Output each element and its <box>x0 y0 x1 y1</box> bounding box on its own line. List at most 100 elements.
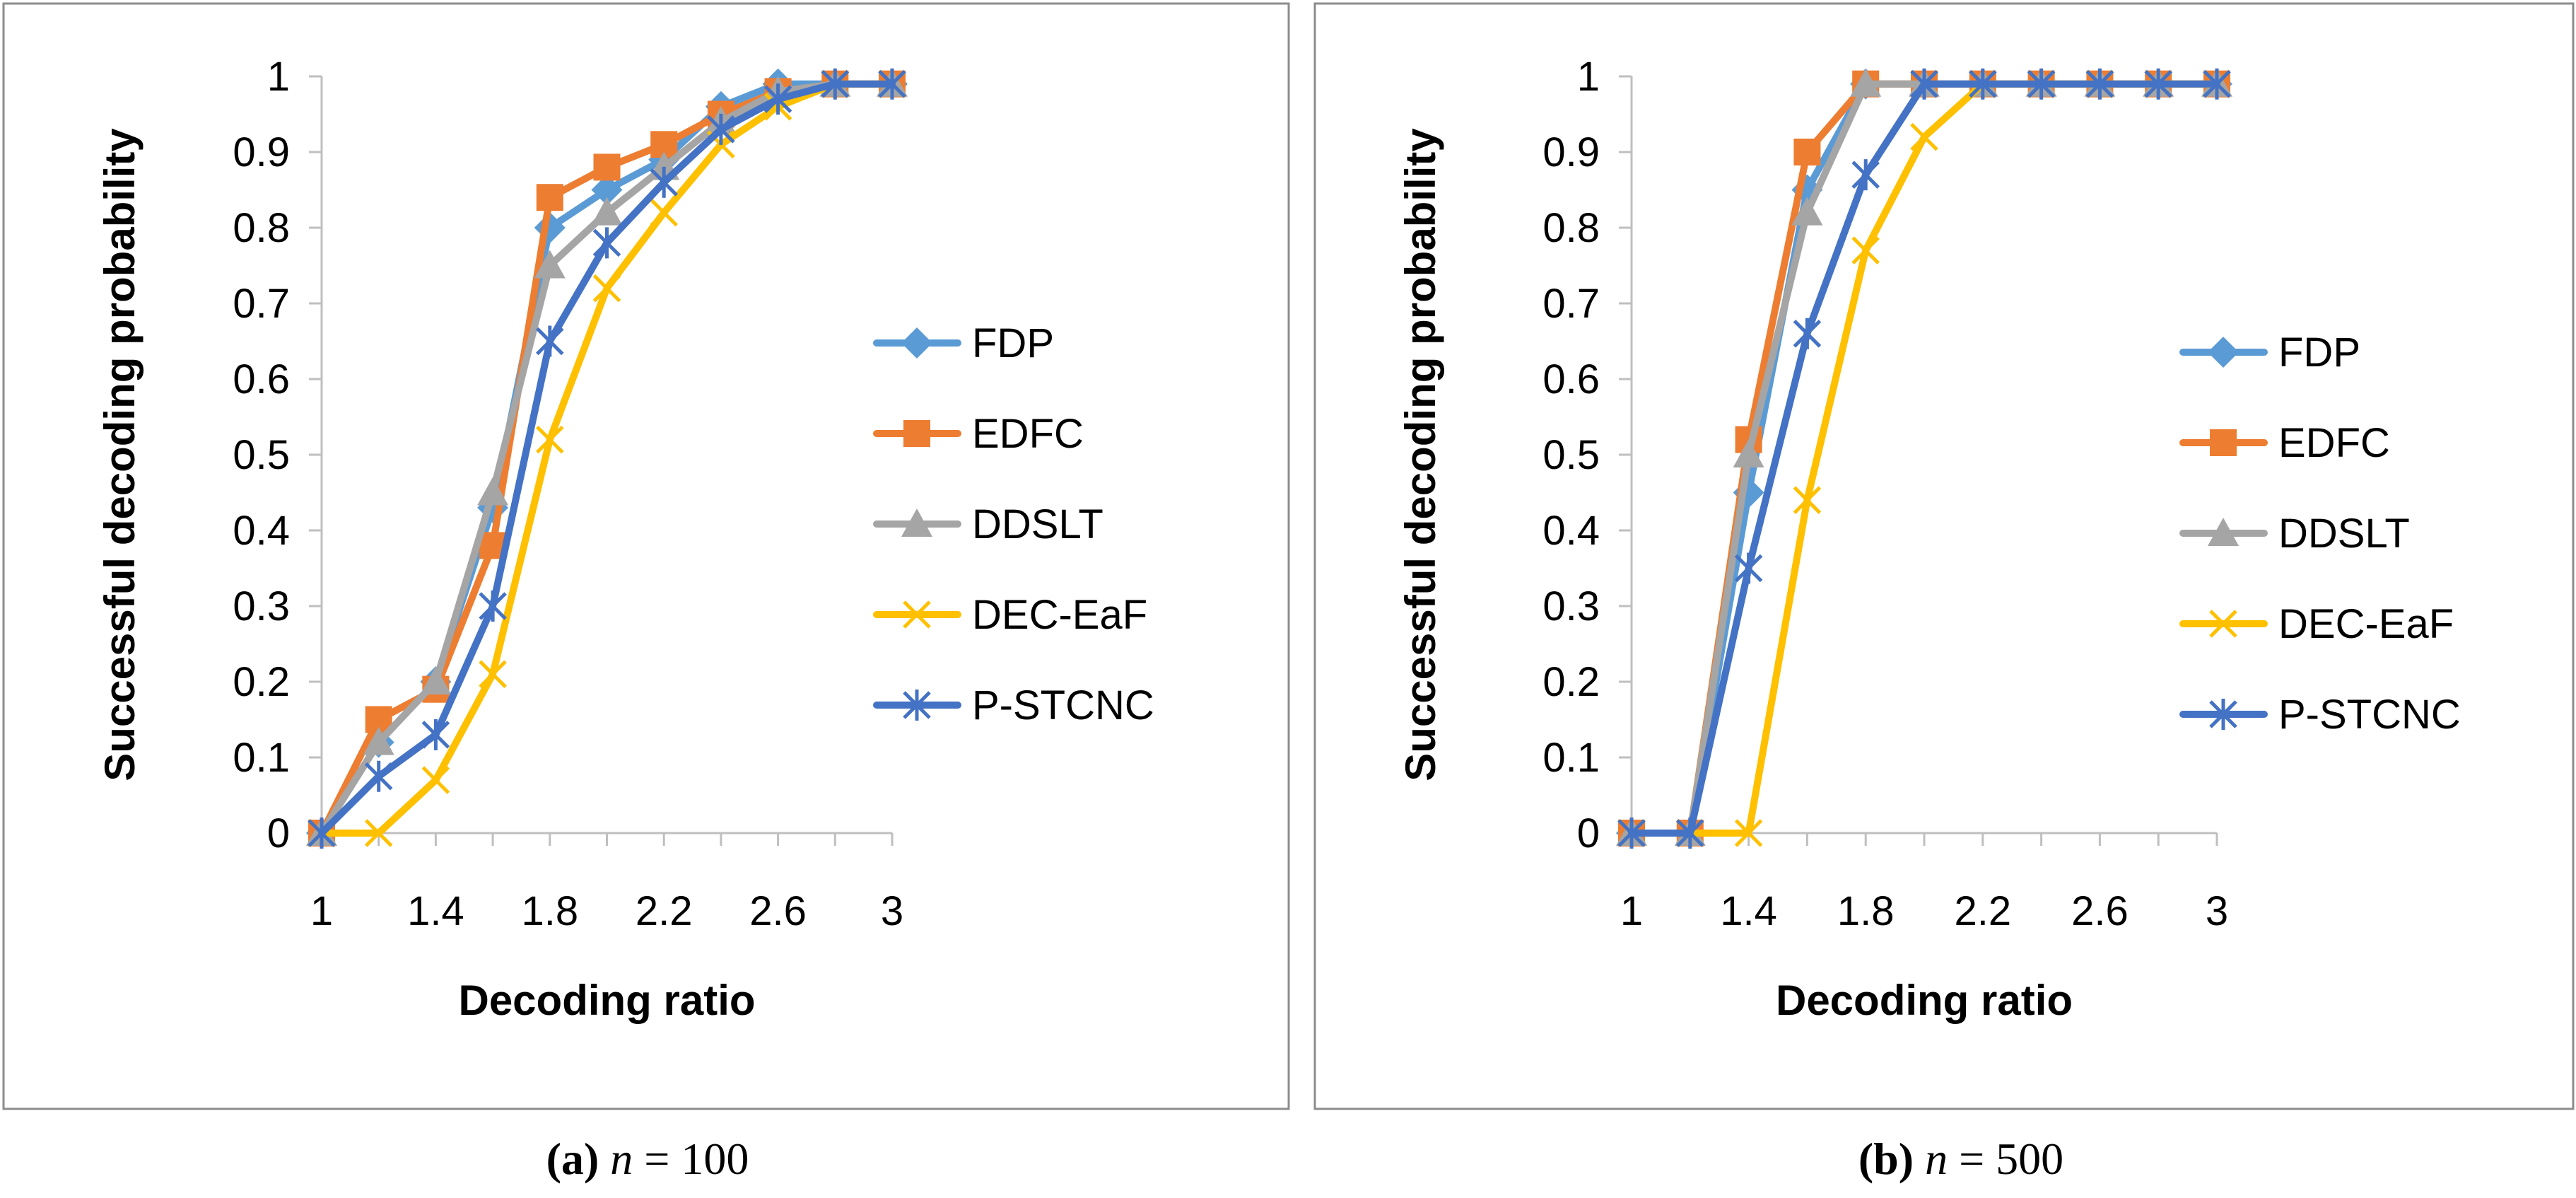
caption-value: = 100 <box>633 1134 749 1184</box>
legend-marker-icon <box>2210 429 2237 456</box>
data-point <box>1793 139 1821 165</box>
legend-marker-icon <box>903 690 931 721</box>
y-tick-label: 0.2 <box>1542 659 1600 705</box>
x-tick-label: 3 <box>881 888 903 934</box>
legend-item: DDSLT <box>873 501 1103 547</box>
chart-panel-b: 0 0.1 0.2 0.3 0.4 0.5 0.6 0.7 0.8 0.9 1 1 1.4 1.8 2.2 2… <box>1313 2 2575 1110</box>
y-tick-label: 0.8 <box>1542 205 1600 251</box>
data-point <box>1617 818 1646 849</box>
data-point <box>479 591 507 622</box>
data-point <box>536 184 563 211</box>
data-point <box>2085 68 2114 100</box>
data-point <box>1791 197 1823 226</box>
legend-label: P-STCNC <box>2278 692 2461 738</box>
data-point <box>650 198 678 227</box>
legend-label: DEC-EaF <box>972 592 1147 638</box>
data-point <box>364 760 393 792</box>
y-tick-label: 0.7 <box>1542 281 1600 327</box>
data-point <box>536 325 564 357</box>
caption-variable: n <box>1925 1134 1948 1184</box>
data-point <box>1734 819 1763 847</box>
data-point <box>363 726 394 755</box>
data-point <box>1969 68 1997 100</box>
y-tick-label: 0.1 <box>1542 735 1600 781</box>
y-tick-label: 0.5 <box>233 432 290 478</box>
legend-label: EDFC <box>2278 420 2390 466</box>
data-point <box>421 766 450 794</box>
legend-item: DEC-EaF <box>873 592 1147 638</box>
data-point <box>1910 68 1938 100</box>
legend-item: FDP <box>2179 330 2360 376</box>
data-point <box>477 477 509 506</box>
legend-label: FDP <box>972 320 1054 366</box>
y-tick-label: 0.2 <box>233 659 290 705</box>
data-point <box>591 174 623 206</box>
data-point <box>763 83 792 115</box>
caption-letter: (a) <box>546 1134 599 1184</box>
caption-value: = 500 <box>1948 1134 2063 1184</box>
x-tick-label: 1.4 <box>407 888 464 934</box>
data-point <box>421 719 450 750</box>
x-tick-label: 3 <box>2206 888 2228 934</box>
caption-letter: (b) <box>1858 1134 1914 1184</box>
legend-item: P-STCNC <box>2179 692 2461 738</box>
legend: FDP EDFC DDSLT DEC-EaF P-STCNC <box>873 320 1154 728</box>
data-point <box>1676 818 1704 849</box>
x-axis-title: Decoding ratio <box>1776 977 2073 1024</box>
y-axis-title: Successful decoding probability <box>1397 128 1444 781</box>
series-line <box>1628 80 2220 837</box>
x-tick-label: 2.6 <box>2071 888 2129 934</box>
data-point <box>1793 318 1822 349</box>
data-point <box>650 166 678 198</box>
legend-label: DEC-EaF <box>2278 601 2454 647</box>
y-tick-label: 1 <box>1577 54 1600 100</box>
data-point <box>1851 236 1880 264</box>
legend-marker-icon <box>2208 337 2239 368</box>
legend-label: DDSLT <box>2278 511 2410 557</box>
legend-marker-icon <box>901 327 932 359</box>
legend: FDP EDFC DDSLT DEC-EaF P-STCNC <box>2179 330 2461 738</box>
y-tick-label: 0.8 <box>233 205 290 251</box>
series-p-stcnc <box>308 68 906 849</box>
data-point <box>821 68 850 100</box>
y-tick-label: 0.3 <box>233 583 290 629</box>
legend-item: P-STCNC <box>873 682 1154 728</box>
legend-label: EDFC <box>972 411 1084 457</box>
series-p-stcnc <box>1617 68 2231 849</box>
legend-item: DEC-EaF <box>2179 601 2454 647</box>
legend-label: FDP <box>2278 330 2360 376</box>
x-axis-title: Decoding ratio <box>458 977 755 1024</box>
y-tick-label: 0 <box>267 810 290 856</box>
x-tick-label: 1 <box>310 888 333 934</box>
data-point <box>2027 68 2056 100</box>
data-point <box>707 113 735 145</box>
legend-marker-icon <box>901 508 932 537</box>
legend-item: DDSLT <box>2179 511 2410 557</box>
legend-marker-icon <box>903 420 930 447</box>
data-point <box>2203 68 2231 100</box>
chart-panel-a: 0 0.1 0.2 0.3 0.4 0.5 0.6 0.7 0.8 0.9 1 1 1.4 1.8 2.2 2… <box>2 2 1290 1110</box>
legend-item: EDFC <box>873 411 1084 457</box>
data-point <box>479 660 507 689</box>
x-tick-label: 1.8 <box>1837 888 1895 934</box>
series-ddslt <box>1616 68 2232 846</box>
legend-label: DDSLT <box>972 501 1103 547</box>
legend-item: EDFC <box>2179 420 2390 466</box>
x-tick-label: 1 <box>1620 888 1643 934</box>
y-tick-label: 0.6 <box>233 356 290 402</box>
legend-item: FDP <box>873 320 1054 366</box>
figure-caption: (b) n = 500 <box>1858 1134 2063 1184</box>
data-point <box>1733 439 1764 467</box>
data-point <box>308 818 336 849</box>
x-tick-label: 2.6 <box>749 888 807 934</box>
y-tick-label: 1 <box>267 54 290 100</box>
y-tick-label: 0.7 <box>233 281 290 327</box>
legend-marker-icon <box>2209 610 2237 638</box>
data-point <box>1793 486 1822 514</box>
data-point <box>1850 68 1882 97</box>
series-line <box>1628 80 2220 837</box>
x-tick-label: 2.2 <box>636 888 693 934</box>
y-axis-title: Successful decoding probability <box>96 128 144 781</box>
y-tick-label: 0.6 <box>1542 356 1600 402</box>
series-line <box>1628 80 2220 837</box>
